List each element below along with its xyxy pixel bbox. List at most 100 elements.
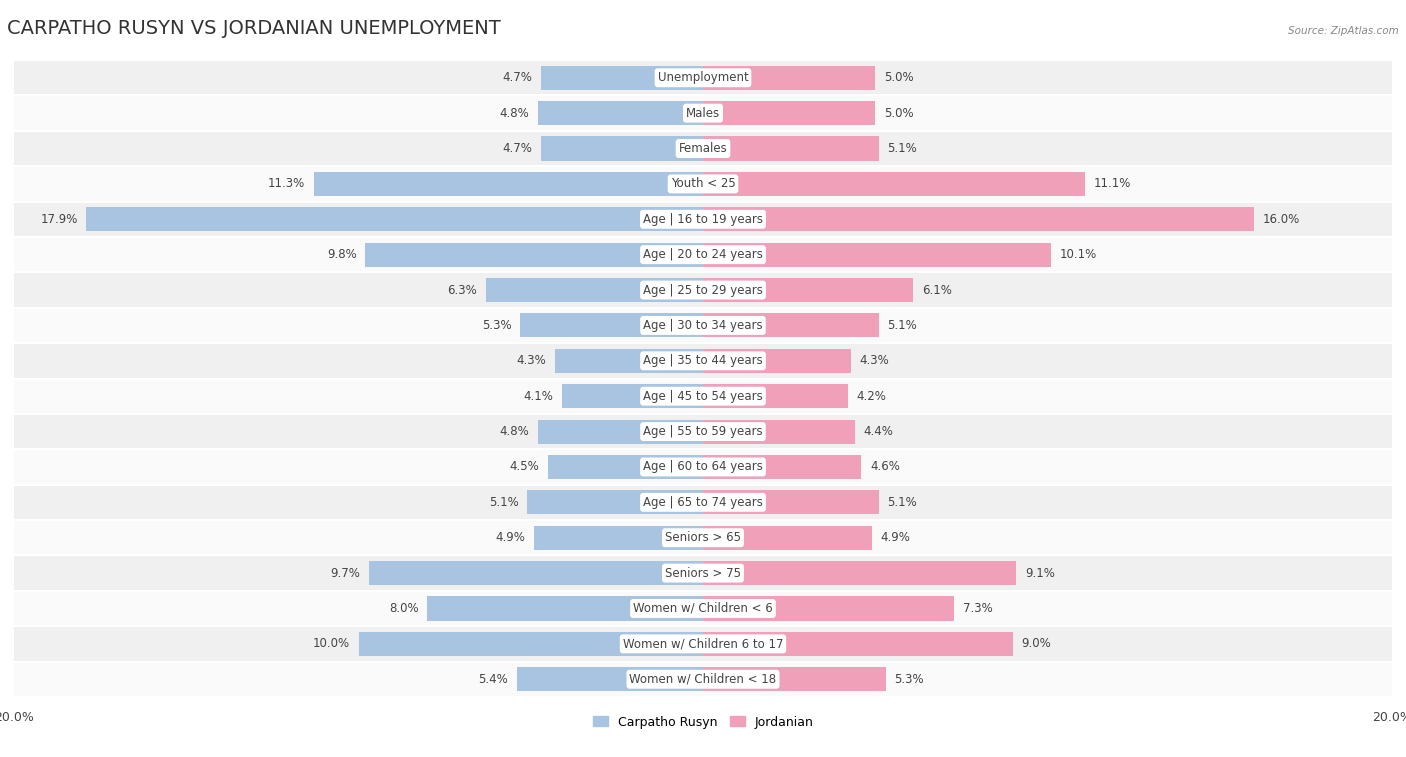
Bar <box>703 597 955 621</box>
Bar <box>368 561 703 585</box>
Text: Age | 65 to 74 years: Age | 65 to 74 years <box>643 496 763 509</box>
Text: 9.0%: 9.0% <box>1022 637 1052 650</box>
Text: 11.3%: 11.3% <box>269 177 305 191</box>
Bar <box>541 136 703 160</box>
Text: 5.1%: 5.1% <box>489 496 519 509</box>
Bar <box>703 66 875 90</box>
Bar <box>703 313 879 338</box>
Text: 4.9%: 4.9% <box>880 531 910 544</box>
Text: 6.3%: 6.3% <box>447 284 478 297</box>
Text: 10.0%: 10.0% <box>312 637 350 650</box>
Text: 10.1%: 10.1% <box>1060 248 1097 261</box>
Bar <box>703 136 879 160</box>
Text: 5.3%: 5.3% <box>482 319 512 332</box>
Text: 4.2%: 4.2% <box>856 390 886 403</box>
Text: Seniors > 65: Seniors > 65 <box>665 531 741 544</box>
Text: 4.1%: 4.1% <box>523 390 553 403</box>
Bar <box>366 243 703 266</box>
Text: Women w/ Children < 18: Women w/ Children < 18 <box>630 673 776 686</box>
Bar <box>14 626 1392 662</box>
Text: 11.1%: 11.1% <box>1094 177 1132 191</box>
Text: 9.8%: 9.8% <box>328 248 357 261</box>
Text: 4.8%: 4.8% <box>499 107 529 120</box>
Bar <box>520 313 703 338</box>
Text: 4.7%: 4.7% <box>502 71 533 84</box>
Text: Age | 60 to 64 years: Age | 60 to 64 years <box>643 460 763 473</box>
Bar <box>548 455 703 479</box>
Legend: Carpatho Rusyn, Jordanian: Carpatho Rusyn, Jordanian <box>588 711 818 734</box>
Bar <box>703 172 1085 196</box>
Bar <box>14 414 1392 449</box>
Bar <box>14 378 1392 414</box>
Text: Age | 45 to 54 years: Age | 45 to 54 years <box>643 390 763 403</box>
Text: 4.7%: 4.7% <box>502 142 533 155</box>
Bar <box>14 95 1392 131</box>
Text: Women w/ Children 6 to 17: Women w/ Children 6 to 17 <box>623 637 783 650</box>
Bar <box>527 491 703 514</box>
Text: 4.3%: 4.3% <box>859 354 890 367</box>
Bar <box>703 561 1017 585</box>
Text: Age | 30 to 34 years: Age | 30 to 34 years <box>643 319 763 332</box>
Bar <box>703 455 862 479</box>
Bar <box>703 101 875 125</box>
Text: Males: Males <box>686 107 720 120</box>
Text: Age | 16 to 19 years: Age | 16 to 19 years <box>643 213 763 226</box>
Text: Source: ZipAtlas.com: Source: ZipAtlas.com <box>1288 26 1399 36</box>
Text: Age | 55 to 59 years: Age | 55 to 59 years <box>643 425 763 438</box>
Text: Unemployment: Unemployment <box>658 71 748 84</box>
Bar <box>14 308 1392 343</box>
Text: 4.3%: 4.3% <box>516 354 547 367</box>
Bar <box>703 243 1050 266</box>
Bar <box>14 556 1392 590</box>
Text: CARPATHO RUSYN VS JORDANIAN UNEMPLOYMENT: CARPATHO RUSYN VS JORDANIAN UNEMPLOYMENT <box>7 18 501 38</box>
Text: 5.0%: 5.0% <box>884 71 914 84</box>
Bar <box>541 66 703 90</box>
Bar <box>14 484 1392 520</box>
Text: 5.1%: 5.1% <box>887 496 917 509</box>
Text: 16.0%: 16.0% <box>1263 213 1301 226</box>
Text: 17.9%: 17.9% <box>41 213 77 226</box>
Text: Women w/ Children < 6: Women w/ Children < 6 <box>633 602 773 615</box>
Bar <box>703 667 886 691</box>
Text: Females: Females <box>679 142 727 155</box>
Text: Age | 35 to 44 years: Age | 35 to 44 years <box>643 354 763 367</box>
Text: 5.0%: 5.0% <box>884 107 914 120</box>
Bar <box>14 167 1392 201</box>
Bar <box>537 419 703 444</box>
Bar <box>555 349 703 373</box>
Bar <box>703 419 855 444</box>
Text: 4.8%: 4.8% <box>499 425 529 438</box>
Text: 5.1%: 5.1% <box>887 319 917 332</box>
Bar <box>703 491 879 514</box>
Bar <box>359 632 703 656</box>
Bar <box>14 60 1392 95</box>
Bar <box>86 207 703 232</box>
Bar <box>534 525 703 550</box>
Bar <box>14 449 1392 484</box>
Bar <box>14 201 1392 237</box>
Text: 9.7%: 9.7% <box>330 566 360 580</box>
Bar <box>14 343 1392 378</box>
Bar <box>427 597 703 621</box>
Bar <box>14 662 1392 697</box>
Bar <box>14 131 1392 167</box>
Text: Age | 25 to 29 years: Age | 25 to 29 years <box>643 284 763 297</box>
Bar <box>703 525 872 550</box>
Bar <box>537 101 703 125</box>
Text: 5.4%: 5.4% <box>478 673 509 686</box>
Bar <box>14 520 1392 556</box>
Text: 5.3%: 5.3% <box>894 673 924 686</box>
Text: Age | 20 to 24 years: Age | 20 to 24 years <box>643 248 763 261</box>
Text: 5.1%: 5.1% <box>887 142 917 155</box>
Bar <box>517 667 703 691</box>
Text: 7.3%: 7.3% <box>963 602 993 615</box>
Text: 4.4%: 4.4% <box>863 425 893 438</box>
Text: 4.9%: 4.9% <box>496 531 526 544</box>
Text: 4.5%: 4.5% <box>509 460 540 473</box>
Text: 6.1%: 6.1% <box>922 284 952 297</box>
Bar <box>703 632 1012 656</box>
Text: 4.6%: 4.6% <box>870 460 900 473</box>
Text: 8.0%: 8.0% <box>389 602 419 615</box>
Bar <box>703 384 848 408</box>
Bar <box>703 207 1254 232</box>
